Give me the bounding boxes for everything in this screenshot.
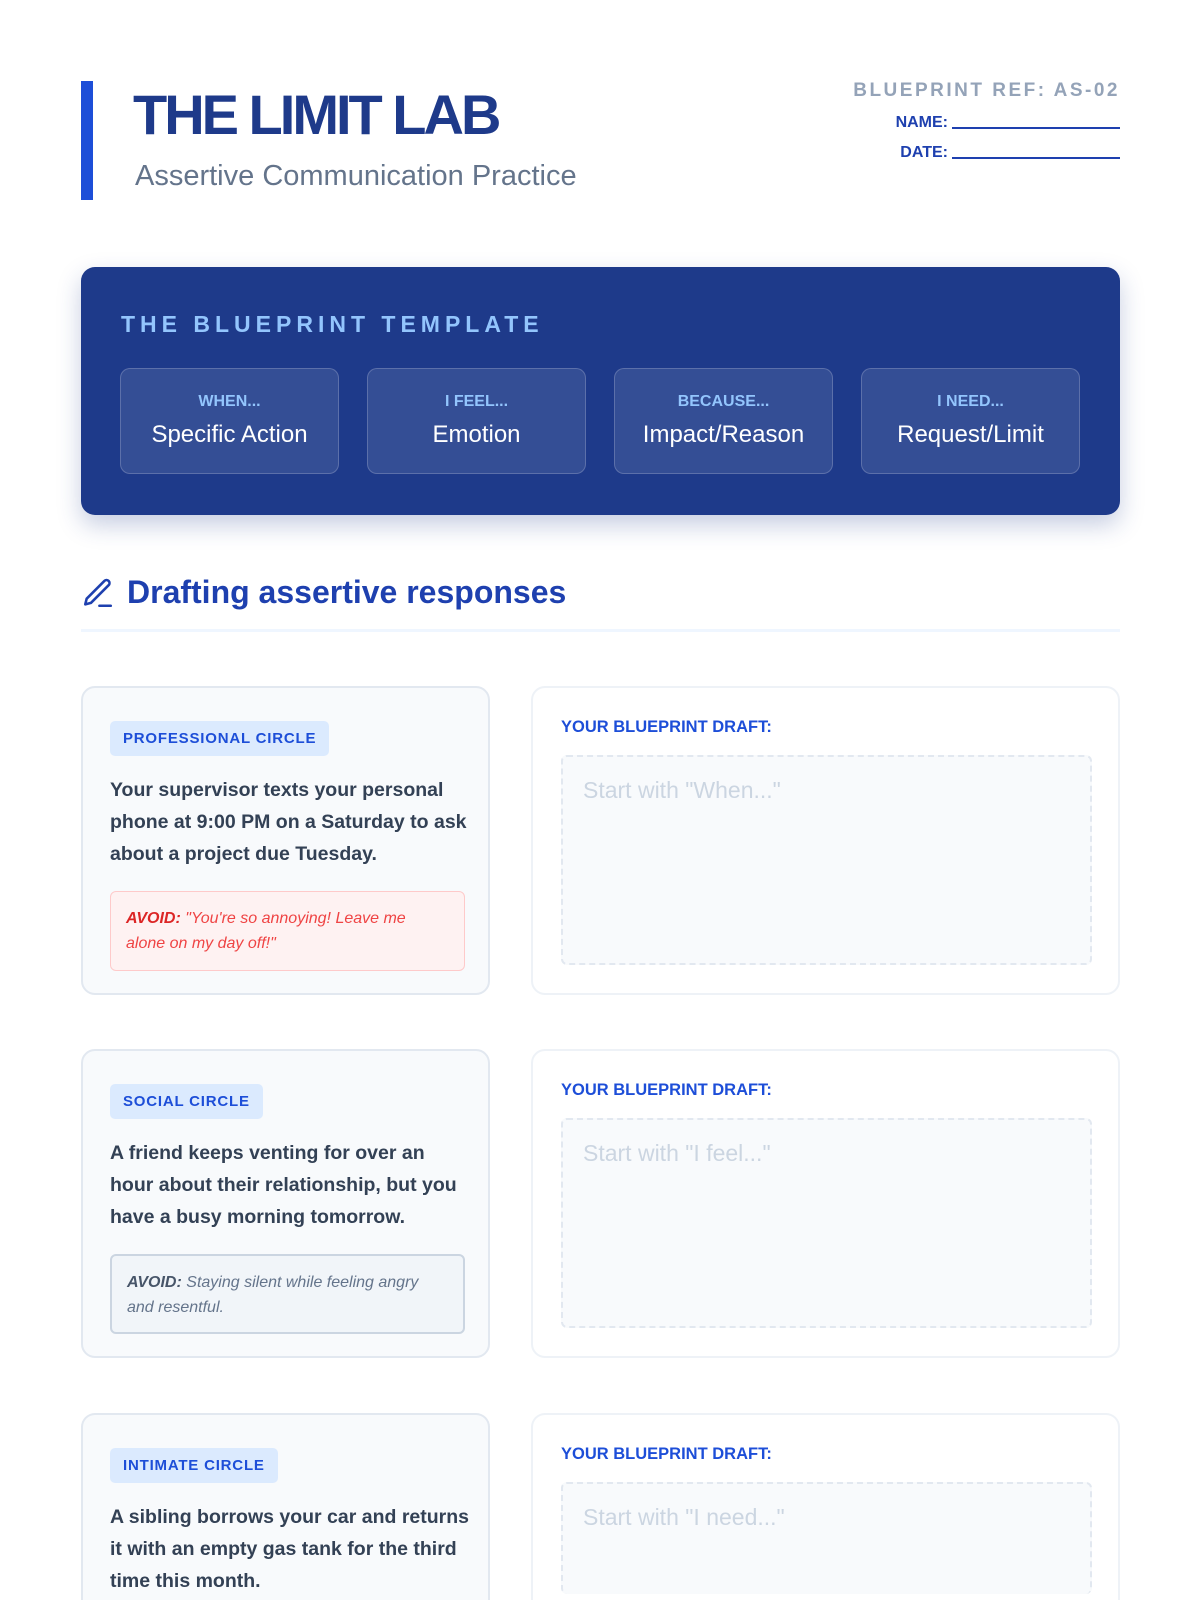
draft-label: YOUR BLUEPRINT DRAFT:	[561, 1445, 772, 1463]
step-key: WHEN...	[198, 393, 261, 410]
draft-label: YOUR BLUEPRINT DRAFT:	[561, 718, 772, 736]
circle-tag: PROFESSIONAL CIRCLE	[110, 721, 330, 756]
avoid-text: "You're so annoying! Leave me alone on m…	[126, 910, 406, 952]
step-key: I NEED...	[937, 393, 1004, 410]
circle-tag: INTIMATE CIRCLE	[110, 1448, 278, 1483]
step-value: Specific Action	[151, 421, 308, 448]
step-key: BECAUSE...	[677, 393, 770, 410]
page-subtitle: Assertive Communication Practice	[135, 160, 577, 192]
step-value: Emotion	[432, 421, 521, 448]
step-value: Request/Limit	[897, 421, 1044, 448]
scenario-card-social: SOCIAL CIRCLE A friend keeps venting for…	[81, 1049, 490, 1358]
template-step-when: WHEN... Specific Action	[120, 368, 339, 474]
scenario-text: A friend keeps venting for over an hour …	[110, 1142, 457, 1228]
avoid-label: AVOID:	[126, 910, 181, 927]
template-step-because: BECAUSE... Impact/Reason	[614, 368, 833, 474]
header-accent-bar	[81, 81, 93, 200]
date-label: DATE:	[900, 144, 948, 161]
avoid-note: AVOID: "You're so annoying! Leave me alo…	[110, 891, 465, 971]
section-title: Drafting assertive responses	[127, 574, 567, 610]
blueprint-template-panel: THE BLUEPRINT TEMPLATE WHEN... Specific A…	[81, 267, 1120, 515]
draft-input[interactable]	[561, 1482, 1092, 1594]
draft-label: YOUR BLUEPRINT DRAFT:	[561, 1081, 772, 1099]
draft-card-professional: YOUR BLUEPRINT DRAFT:	[531, 686, 1120, 995]
name-label: NAME:	[895, 114, 948, 131]
header-meta: BLUEPRINT REF: AS-02 NAME: DATE:	[853, 80, 1120, 162]
date-line[interactable]	[952, 157, 1120, 159]
name-line[interactable]	[952, 127, 1120, 129]
page-title: THE LIMIT LAB	[133, 83, 501, 146]
template-step-feel: I FEEL... Emotion	[367, 368, 586, 474]
step-value: Impact/Reason	[642, 421, 805, 448]
scenario-text: Your supervisor texts your personal phon…	[110, 779, 467, 865]
draft-card-intimate: YOUR BLUEPRINT DRAFT:	[531, 1413, 1120, 1600]
scenario-card-professional: PROFESSIONAL CIRCLE Your supervisor text…	[81, 686, 490, 995]
avoid-text: Staying silent while feeling angry and r…	[127, 1274, 419, 1316]
avoid-note: AVOID: Staying silent while feeling angr…	[110, 1254, 465, 1334]
draft-card-social: YOUR BLUEPRINT DRAFT:	[531, 1049, 1120, 1358]
scenario-text: A sibling borrows your car and returns i…	[110, 1506, 470, 1592]
circle-tag: SOCIAL CIRCLE	[110, 1084, 263, 1119]
section-header: Drafting assertive responses	[81, 572, 1120, 632]
draft-input[interactable]	[561, 755, 1092, 965]
template-step-need: I NEED... Request/Limit	[861, 368, 1080, 474]
pencil-icon	[83, 578, 113, 608]
avoid-label: AVOID:	[127, 1274, 182, 1291]
blueprint-ref: BLUEPRINT REF: AS-02	[853, 80, 1120, 101]
name-field[interactable]: NAME:	[853, 114, 1120, 132]
template-title: THE BLUEPRINT TEMPLATE	[121, 311, 544, 337]
scenario-card-intimate: INTIMATE CIRCLE A sibling borrows your c…	[81, 1413, 490, 1600]
date-field[interactable]: DATE:	[853, 144, 1120, 162]
step-key: I FEEL...	[444, 393, 509, 410]
draft-input[interactable]	[561, 1118, 1092, 1328]
